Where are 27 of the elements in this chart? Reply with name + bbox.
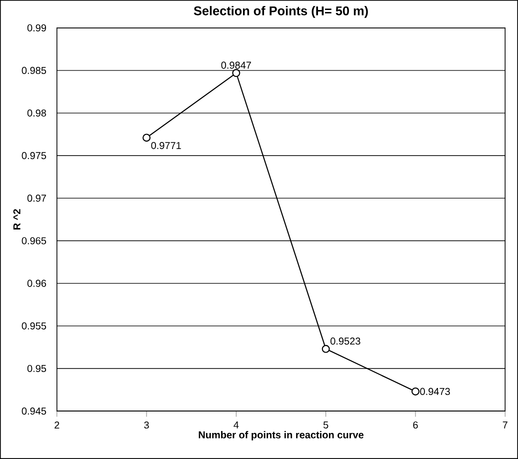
y-tick-label: 0.985 xyxy=(22,66,46,74)
y-tick-label: 0.945 xyxy=(22,408,46,415)
point xyxy=(142,134,151,142)
data-label: 0.9523 xyxy=(330,338,360,345)
y-axis-title: R ^2 xyxy=(13,209,20,230)
x-tick-label: 6 xyxy=(413,421,418,429)
x-tick-label: 4 xyxy=(234,421,239,428)
y-tick-label: 0.965 xyxy=(22,237,46,244)
x-tick-label: 2 xyxy=(54,421,60,428)
x-tick-label: 7 xyxy=(502,421,508,428)
data-label: 0.9771 xyxy=(151,142,181,150)
data-label: 0.9473 xyxy=(420,388,450,396)
chart-title: Selection of Points (H= 50 m) xyxy=(194,6,368,18)
point xyxy=(232,69,240,78)
y-tick-label: 0.97 xyxy=(27,194,46,202)
data-label: 0.9847 xyxy=(221,62,251,69)
x-tick-label: 3 xyxy=(144,421,149,429)
y-tick-label: 0.96 xyxy=(27,280,46,287)
y-tick-label: 0.955 xyxy=(22,322,46,330)
x-axis-title: Number of points in reaction curve xyxy=(198,431,364,440)
y-tick-label: 0.98 xyxy=(27,110,46,117)
y-tick-label: 0.975 xyxy=(22,152,46,160)
y-tick-label: 0.95 xyxy=(27,364,46,372)
x-tick-label: 5 xyxy=(323,421,328,428)
point xyxy=(411,387,420,396)
point xyxy=(322,344,330,353)
y-tick-label: 0.99 xyxy=(27,24,46,32)
